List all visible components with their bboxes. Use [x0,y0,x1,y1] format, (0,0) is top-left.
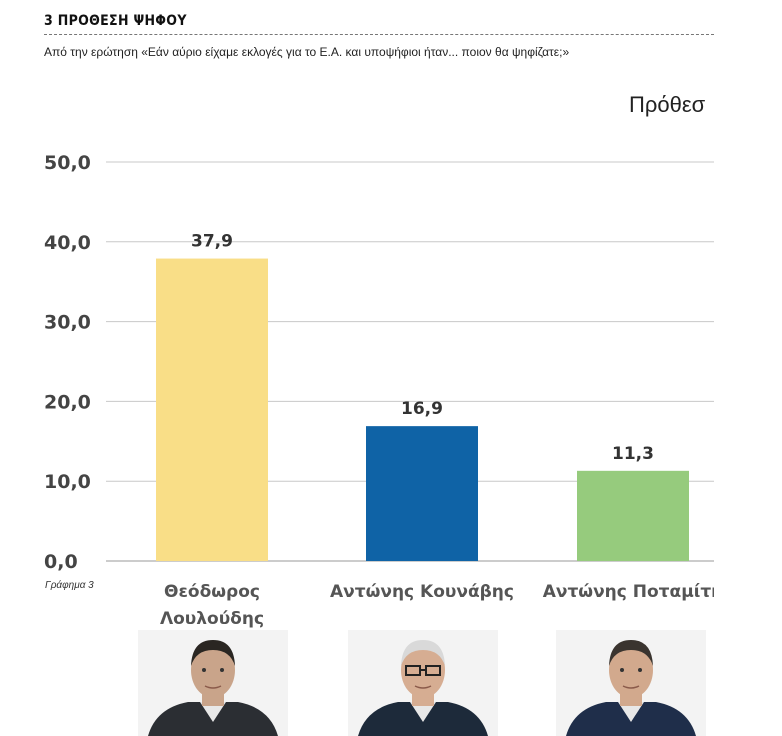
y-tick-label: 50,0 [44,152,91,174]
candidate-photo-louloudis [138,630,288,736]
value-label: 16,9 [401,399,443,419]
y-tick-label: 10,0 [44,471,91,493]
survey-question: Από την ερώτηση «Εάν αύριο είχαμε εκλογέ… [44,45,570,59]
category-label: Λουλούδης [160,609,264,629]
bar [156,258,268,561]
y-tick-label: 30,0 [44,312,91,334]
page-edge-mask [714,85,782,736]
bar-chart: 0,0 10,0 20,0 30,0 40,0 50,0 37,9 16,9 11,3 Θεό… [44,152,723,629]
y-tick-label: 0,0 [44,551,78,573]
portrait-illustration [138,630,288,736]
y-axis-tick-labels: 0,0 10,0 20,0 30,0 40,0 50,0 [44,152,91,573]
bar [366,426,478,561]
category-labels: Θεόδωρος Λουλούδης Αντώνης Κουνάβης Αντώνης… [160,582,723,629]
bars [156,258,689,561]
bar [577,470,689,561]
chart-heading: Πρόθεσ [629,92,706,117]
y-tick-label: 20,0 [44,391,91,413]
y-tick-label: 40,0 [44,232,91,254]
category-label: Αντώνης Ποταμίτη [543,582,724,602]
value-label: 11,3 [612,444,654,464]
source-note: Γράφημα 3 [45,580,94,591]
candidate-photo-kounavis [348,630,498,736]
candidate-photo-potamitis [556,630,706,736]
portrait-illustration [556,630,706,736]
portrait-illustration [348,630,498,736]
value-label: 37,9 [191,232,233,252]
title-divider [44,34,714,35]
chart-section-title: 3 ΠΡΟΘΕΣΗ ΨΗΦΟΥ [44,13,187,29]
value-labels: 37,9 16,9 11,3 [191,232,654,464]
category-label: Θεόδωρος [164,582,260,602]
category-label: Αντώνης Κουνάβης [330,582,514,602]
